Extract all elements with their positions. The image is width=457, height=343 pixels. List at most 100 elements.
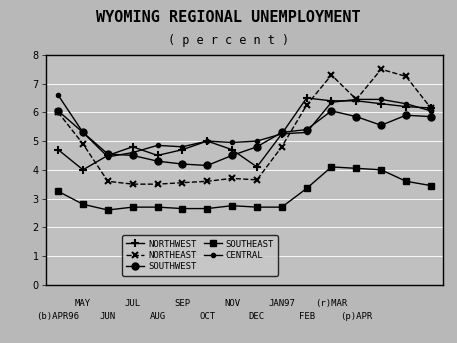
CENTRAL — [229, 140, 235, 144]
NORTHEAST — [378, 67, 384, 71]
CENTRAL — [105, 155, 111, 159]
SOUTHWEST — [378, 123, 384, 127]
NORTHEAST — [329, 73, 334, 77]
NORTHEAST — [155, 182, 160, 186]
Line: SOUTHWEST: SOUTHWEST — [55, 107, 434, 169]
CENTRAL — [55, 93, 61, 97]
SOUTHWEST — [180, 162, 185, 166]
Text: FEB: FEB — [298, 312, 315, 321]
NORTHEAST — [279, 145, 285, 149]
NORTHEAST — [105, 179, 111, 183]
NORTHWEST — [329, 99, 334, 103]
NORTHEAST — [55, 110, 61, 114]
SOUTHEAST — [130, 205, 135, 209]
Line: NORTHWEST: NORTHWEST — [54, 94, 435, 174]
NORTHWEST — [378, 102, 384, 106]
SOUTHWEST — [130, 153, 135, 157]
SOUTHEAST — [403, 179, 409, 183]
Text: ( p e r c e n t ): ( p e r c e n t ) — [168, 34, 289, 47]
NORTHWEST — [279, 132, 285, 136]
NORTHWEST — [80, 168, 86, 172]
CENTRAL — [428, 109, 434, 113]
NORTHEAST — [80, 142, 86, 146]
NORTHEAST — [304, 103, 309, 107]
NORTHEAST — [229, 176, 235, 180]
NORTHWEST — [204, 139, 210, 143]
SOUTHEAST — [279, 205, 285, 209]
SOUTHEAST — [105, 208, 111, 212]
CENTRAL — [130, 151, 135, 155]
SOUTHEAST — [155, 205, 160, 209]
Text: JUL: JUL — [125, 298, 141, 308]
NORTHWEST — [428, 106, 434, 110]
NORTHEAST — [204, 179, 210, 183]
CENTRAL — [304, 130, 309, 134]
SOUTHEAST — [55, 189, 61, 193]
Text: MAY: MAY — [75, 298, 91, 308]
CENTRAL — [80, 130, 86, 134]
NORTHWEST — [254, 165, 260, 169]
NORTHWEST — [155, 153, 160, 157]
NORTHWEST — [130, 145, 135, 149]
Text: AUG: AUG — [149, 312, 165, 321]
NORTHEAST — [130, 182, 135, 186]
SOUTHWEST — [105, 152, 111, 156]
Text: (b)APR96: (b)APR96 — [37, 312, 80, 321]
Text: (r)MAR: (r)MAR — [315, 298, 348, 308]
CENTRAL — [180, 145, 185, 149]
SOUTHWEST — [329, 109, 334, 113]
SOUTHEAST — [204, 206, 210, 211]
NORTHWEST — [403, 105, 409, 109]
Text: NOV: NOV — [224, 298, 240, 308]
CENTRAL — [155, 143, 160, 147]
CENTRAL — [254, 139, 260, 143]
NORTHWEST — [354, 99, 359, 103]
SOUTHWEST — [428, 115, 434, 119]
SOUTHWEST — [354, 115, 359, 119]
NORTHWEST — [105, 153, 111, 157]
SOUTHWEST — [279, 130, 285, 134]
NORTHEAST — [428, 106, 434, 110]
Line: NORTHEAST: NORTHEAST — [55, 66, 434, 188]
Line: SOUTHEAST: SOUTHEAST — [55, 164, 434, 213]
Text: DEC: DEC — [249, 312, 265, 321]
CENTRAL — [279, 132, 285, 136]
SOUTHEAST — [378, 168, 384, 172]
SOUTHWEST — [204, 163, 210, 167]
NORTHEAST — [254, 178, 260, 182]
Text: SEP: SEP — [174, 298, 191, 308]
CENTRAL — [204, 139, 210, 143]
Text: OCT: OCT — [199, 312, 215, 321]
SOUTHWEST — [229, 153, 235, 157]
Text: (p)APR: (p)APR — [340, 312, 372, 321]
NORTHWEST — [55, 147, 61, 152]
SOUTHWEST — [403, 113, 409, 117]
NORTHEAST — [354, 97, 359, 102]
SOUTHEAST — [180, 206, 185, 211]
SOUTHWEST — [80, 130, 86, 134]
SOUTHEAST — [80, 202, 86, 206]
SOUTHEAST — [428, 184, 434, 188]
Text: JUN: JUN — [100, 312, 116, 321]
NORTHWEST — [229, 147, 235, 152]
CENTRAL — [329, 100, 334, 104]
SOUTHEAST — [254, 205, 260, 209]
CENTRAL — [354, 97, 359, 102]
SOUTHWEST — [254, 145, 260, 149]
NORTHEAST — [180, 181, 185, 185]
Line: CENTRAL: CENTRAL — [54, 91, 435, 161]
Legend: NORTHWEST, NORTHEAST, SOUTHWEST, SOUTHEAST, CENTRAL: NORTHWEST, NORTHEAST, SOUTHWEST, SOUTHEA… — [122, 235, 278, 275]
CENTRAL — [403, 102, 409, 106]
SOUTHEAST — [354, 166, 359, 170]
CENTRAL — [378, 97, 384, 102]
Text: WYOMING REGIONAL UNEMPLOYMENT: WYOMING REGIONAL UNEMPLOYMENT — [96, 10, 361, 25]
NORTHWEST — [180, 147, 185, 152]
SOUTHEAST — [304, 186, 309, 190]
SOUTHWEST — [155, 159, 160, 163]
SOUTHEAST — [229, 204, 235, 208]
SOUTHWEST — [304, 128, 309, 132]
NORTHEAST — [403, 74, 409, 79]
NORTHWEST — [304, 96, 309, 100]
SOUTHWEST — [55, 109, 61, 113]
SOUTHEAST — [329, 165, 334, 169]
